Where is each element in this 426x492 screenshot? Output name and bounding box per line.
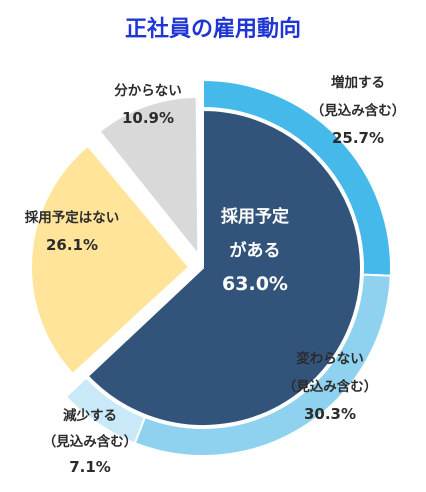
value-label-adopt: 63.0% — [222, 273, 288, 295]
pie-slice-unknown — [98, 95, 200, 258]
label-adopt: 採用予定 — [221, 206, 289, 227]
ring-segment-decrease — [64, 376, 147, 445]
label-increase: 増加する — [331, 74, 385, 91]
label-decrease-line2: （見込み含む） — [43, 433, 138, 450]
label-unknown: 分からない — [114, 83, 182, 99]
value-label-same: 30.3% — [304, 405, 356, 423]
pie-slice-adopt — [86, 108, 362, 427]
chart-title: 正社員の雇用動向 — [125, 16, 301, 42]
label-no-plan: 採用予定はない — [25, 209, 120, 226]
value-label-no-plan: 26.1% — [46, 236, 98, 254]
pie-slice-no-plan — [30, 144, 191, 376]
label-decrease: 減少する — [63, 407, 117, 424]
label-same-line2: （見込み含む） — [283, 378, 378, 395]
value-label-decrease: 7.1% — [69, 458, 111, 476]
value-label-unknown: 10.9% — [122, 109, 174, 127]
label-adopt-line2: がある — [230, 240, 281, 261]
label-same: 変わらない — [296, 350, 364, 367]
label-increase-line2: （見込み含む） — [311, 102, 406, 119]
value-label-increase: 25.7% — [332, 129, 384, 147]
